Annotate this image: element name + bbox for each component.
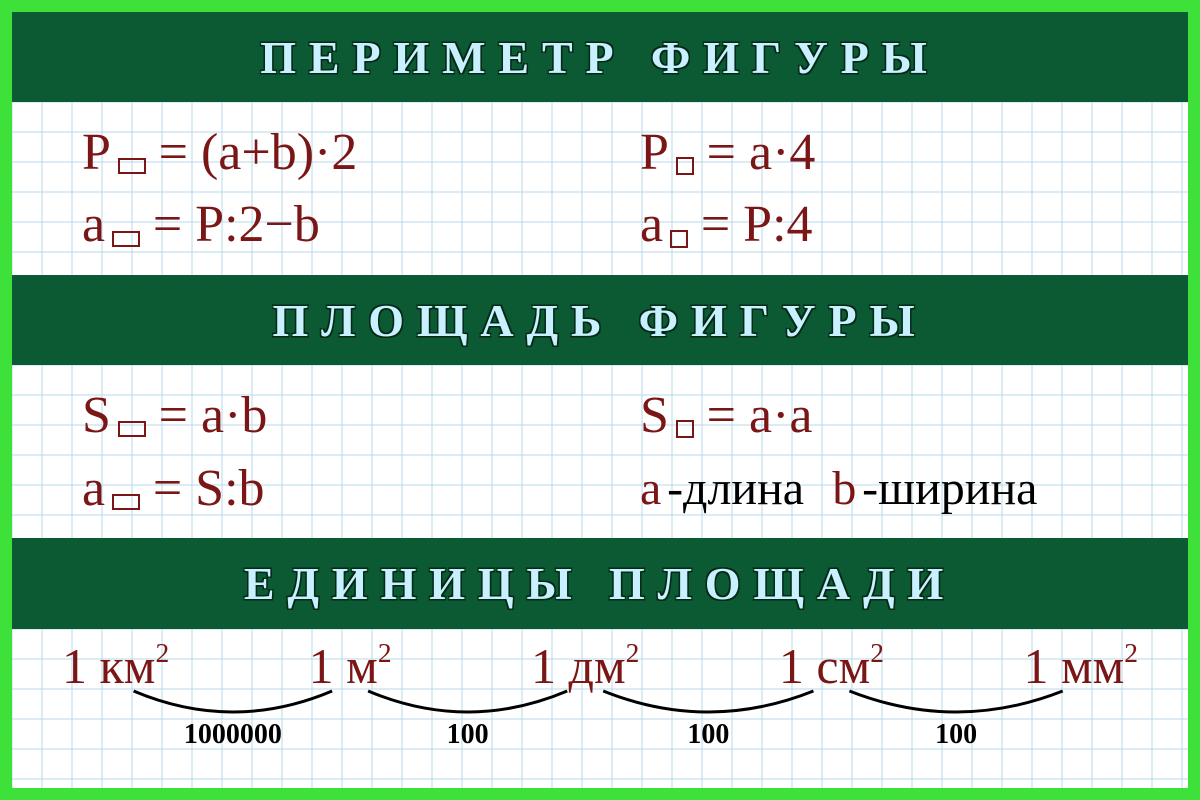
formula-var: a — [82, 459, 105, 518]
formula-rhs: = P:2−b — [153, 195, 320, 254]
formula-square-area: S = a·a — [600, 379, 1118, 452]
legend-a-text: -длина — [667, 461, 804, 516]
formula-var: a — [640, 195, 663, 254]
formula-rhs: = S:b — [153, 459, 265, 518]
units-content: 1 км2 1 м2 1 дм2 1 см2 1 мм2 1000000 100… — [12, 629, 1188, 788]
unit-m2: 1 м2 — [309, 637, 392, 695]
arc-label-1: 100 — [447, 719, 489, 751]
legend-b-var: b — [832, 461, 856, 516]
formula-rect-side-from-p: a = P:2−b — [82, 189, 600, 262]
formula-var: S — [82, 386, 111, 445]
rectangle-icon — [118, 421, 146, 437]
unit-km2: 1 км2 — [62, 637, 169, 695]
rectangle-icon — [112, 494, 140, 510]
arc-label-3: 100 — [935, 719, 977, 751]
unit-mm2: 1 мм2 — [1023, 637, 1138, 695]
arc-label-0: 1000000 — [184, 719, 282, 751]
arc-label-2: 100 — [687, 719, 729, 751]
formula-rect-perimeter: P = (a+b)·2 — [82, 116, 600, 189]
units-row: 1 км2 1 м2 1 дм2 1 см2 1 мм2 — [42, 637, 1158, 695]
unit-arcs: 1000000 100 100 100 — [42, 689, 1158, 751]
formula-var: a — [82, 195, 105, 254]
units-title: ЕДИНИЦЫ ПЛОЩАДИ — [244, 557, 956, 610]
formula-rhs: = a·4 — [707, 123, 816, 182]
formula-var: P — [640, 123, 669, 182]
unit-cm2: 1 см2 — [779, 637, 884, 695]
poster-frame: ПЕРИМЕТР ФИГУРЫ P = (a+b)·2 P = a·4 a = … — [0, 0, 1200, 800]
unit-dm2: 1 дм2 — [531, 637, 639, 695]
square-icon — [676, 420, 694, 438]
units-header: ЕДИНИЦЫ ПЛОЩАДИ — [12, 539, 1188, 629]
formula-rhs: = a·a — [707, 386, 813, 445]
formula-rhs: = a·b — [159, 386, 268, 445]
formula-var: S — [640, 386, 669, 445]
rectangle-icon — [112, 231, 140, 247]
area-legend: a-длина b-ширина — [600, 452, 1118, 525]
formula-rect-side-from-s: a = S:b — [82, 452, 600, 525]
perimeter-header: ПЕРИМЕТР ФИГУРЫ — [12, 12, 1188, 102]
formula-rhs: = (a+b)·2 — [159, 123, 358, 182]
formula-var: P — [82, 123, 111, 182]
area-title: ПЛОЩАДЬ ФИГУРЫ — [272, 294, 927, 347]
rectangle-icon — [118, 158, 146, 174]
formula-rhs: = P:4 — [701, 195, 813, 254]
formula-rect-area: S = a·b — [82, 379, 600, 452]
square-icon — [676, 157, 694, 175]
formula-square-side-from-p: a = P:4 — [600, 189, 1118, 262]
formula-square-perimeter: P = a·4 — [600, 116, 1118, 189]
area-header: ПЛОЩАДЬ ФИГУРЫ — [12, 275, 1188, 365]
perimeter-title: ПЕРИМЕТР ФИГУРЫ — [260, 31, 940, 84]
perimeter-content: P = (a+b)·2 P = a·4 a = P:2−b a = P:4 — [12, 102, 1188, 275]
area-content: S = a·b S = a·a a = S:b a-длина b-ширина — [12, 365, 1188, 538]
legend-a-var: a — [640, 461, 661, 516]
square-icon — [670, 230, 688, 248]
legend-b-text: -ширина — [862, 461, 1037, 516]
